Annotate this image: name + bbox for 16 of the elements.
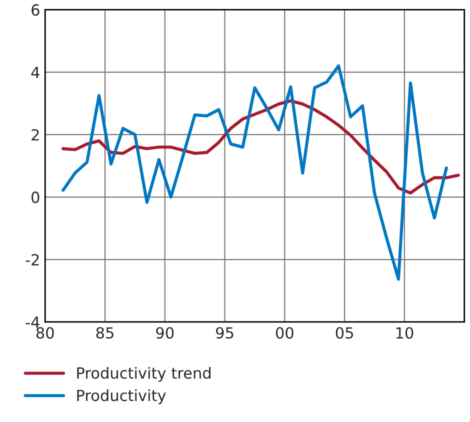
- y-tick-label: -2: [26, 254, 39, 266]
- x-tick-label: 00: [276, 327, 294, 339]
- y-tick-label: 4: [31, 66, 40, 78]
- legend-label: Productivity: [77, 389, 166, 404]
- y-tick-label: 0: [32, 192, 40, 204]
- x-tick-label: 95: [216, 327, 234, 339]
- line-series: [62, 64, 448, 281]
- x-tick-label: 80: [36, 327, 54, 339]
- x-tick-label: 90: [156, 327, 174, 339]
- x-tick-label: 05: [336, 327, 353, 339]
- y-tick-label: 6: [32, 4, 40, 16]
- x-tick-label: 10: [396, 327, 414, 339]
- y-tick-label: 2: [32, 129, 39, 140]
- y-tick-label: -4: [26, 316, 40, 328]
- x-tick-label: 85: [96, 327, 114, 339]
- legend-label: Productivity trend: [77, 366, 210, 382]
